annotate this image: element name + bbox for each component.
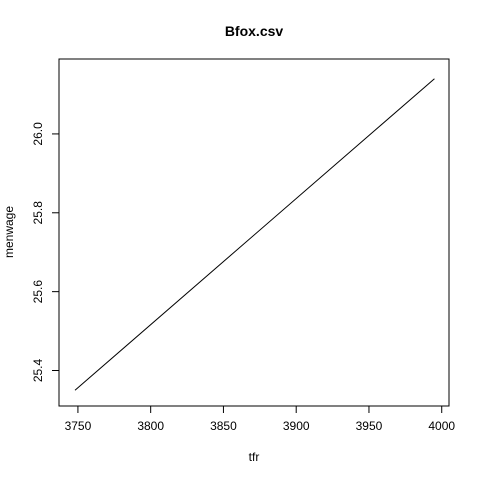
y-tick-label: 26.0 xyxy=(31,122,45,146)
x-axis-label: tfr xyxy=(249,450,260,464)
y-tick-label: 25.6 xyxy=(31,280,45,304)
x-axis: 3750 3800 3850 3900 3950 4000 xyxy=(65,405,455,433)
x-tick-label: 3950 xyxy=(356,419,383,433)
y-axis-label: menwage xyxy=(2,206,16,258)
x-tick-label: 3850 xyxy=(210,419,237,433)
x-tick-label: 3800 xyxy=(137,419,164,433)
y-tick-label: 25.4 xyxy=(31,359,45,383)
x-tick-label: 4000 xyxy=(428,419,455,433)
x-tick-label: 3750 xyxy=(65,419,92,433)
x-tick-label: 3900 xyxy=(283,419,310,433)
y-tick-label: 25.8 xyxy=(31,201,45,225)
series-group xyxy=(74,78,435,391)
y-axis: 25.4 25.6 25.8 26.0 xyxy=(31,122,60,383)
series-line-0 xyxy=(74,78,435,391)
chart-title: Bfox.csv xyxy=(225,23,284,39)
